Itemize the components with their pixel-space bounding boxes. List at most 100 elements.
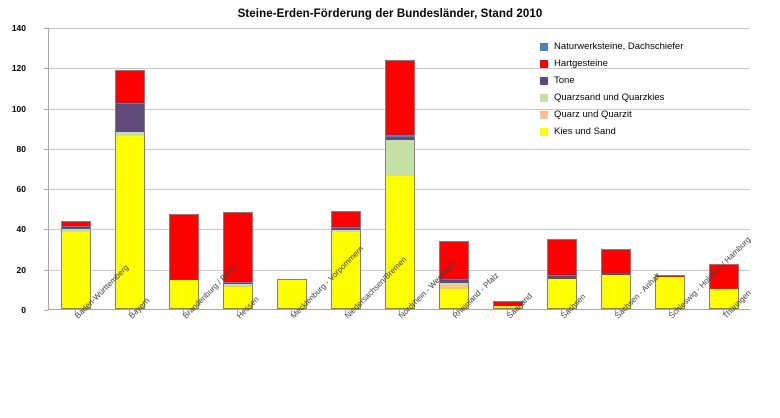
y-axis-tick-0: 0 — [21, 305, 26, 315]
bar-segment[interactable] — [331, 232, 361, 309]
bar-segment[interactable] — [385, 139, 415, 177]
y-axis-tick-mark — [44, 269, 48, 271]
x-axis-tick-mark — [615, 310, 616, 314]
bar-column[interactable] — [61, 221, 91, 309]
y-axis-tick-20: 20 — [16, 264, 26, 275]
bar-segment[interactable] — [61, 227, 91, 229]
bar-segment[interactable] — [385, 176, 415, 309]
bar-segment[interactable] — [385, 136, 415, 140]
y-axis-tick-mark — [44, 189, 48, 191]
bar-segment[interactable] — [547, 238, 577, 276]
bar-segment[interactable] — [223, 285, 253, 287]
y-axis-tick-80: 80 — [16, 143, 26, 154]
bar-column[interactable] — [547, 238, 577, 309]
bar-segment[interactable] — [277, 278, 307, 309]
legend-swatch-icon — [540, 110, 548, 119]
legend-swatch-icon — [540, 59, 548, 68]
bar-segment[interactable] — [331, 211, 361, 228]
bar-segment[interactable] — [601, 273, 631, 275]
y-axis-tick-60: 60 — [16, 184, 26, 195]
bar-segment[interactable] — [223, 282, 253, 283]
bar-segment[interactable] — [547, 278, 577, 309]
bar-segment[interactable] — [385, 60, 415, 136]
legend-label: Hartgesteine — [554, 58, 608, 69]
bar-segment[interactable] — [601, 272, 631, 274]
bar-segment[interactable] — [115, 70, 145, 103]
bar-segment[interactable] — [439, 279, 469, 280]
y-axis-tick-mark — [44, 310, 48, 311]
legend-label: Naturwerksteine, Dachschiefer — [554, 41, 684, 52]
bar-segment[interactable] — [223, 282, 253, 285]
legend-item[interactable]: Kies und Sand — [540, 123, 683, 140]
y-axis-tick-mark — [44, 148, 48, 150]
y-axis-tick-40: 40 — [16, 224, 26, 235]
bar-segment[interactable] — [115, 135, 145, 309]
x-axis-tick-mark — [291, 310, 292, 314]
bar-segment[interactable] — [547, 275, 577, 279]
x-axis-tick-mark — [723, 310, 724, 314]
legend-label: Quarzsand und Quarzkies — [554, 92, 665, 103]
bar-segment[interactable] — [115, 103, 145, 132]
bar-segment[interactable] — [223, 286, 253, 309]
y-axis-tick-mark — [44, 229, 48, 231]
bar-segment[interactable] — [385, 135, 415, 137]
legend-item[interactable]: Hartgesteine — [540, 55, 683, 72]
x-axis-tick-mark — [183, 310, 184, 314]
y-axis-tick-140: 140 — [11, 23, 26, 33]
bar-segment[interactable] — [439, 288, 469, 309]
legend-item[interactable]: Tone — [540, 72, 683, 89]
y-axis-tick-mark — [44, 68, 48, 70]
bar-segment[interactable] — [709, 263, 739, 289]
y-axis-tick-mark — [44, 28, 48, 29]
legend-item[interactable]: Quarzsand und Quarzkies — [540, 89, 683, 106]
x-axis-tick-mark — [399, 310, 400, 314]
bar-segment[interactable] — [61, 226, 91, 228]
chart-title: Steine-Erden-Förderung der Bundesländer,… — [237, 8, 543, 20]
legend-swatch-icon — [540, 76, 548, 85]
bar-segment[interactable] — [439, 285, 469, 289]
legend-label: Quarz und Quarzit — [554, 109, 632, 120]
bar-segment[interactable] — [601, 274, 631, 309]
bar-segment[interactable] — [439, 240, 469, 280]
x-axis-tick-mark — [129, 310, 130, 314]
bar-column[interactable] — [223, 212, 253, 309]
legend-swatch-icon — [540, 93, 548, 102]
bar-segment[interactable] — [655, 276, 685, 309]
y-axis-tick-120: 120 — [11, 63, 26, 74]
x-axis-tick-mark — [453, 310, 454, 314]
bar-segment[interactable] — [439, 279, 469, 283]
bar-segment[interactable] — [331, 228, 361, 231]
bar-column[interactable] — [169, 214, 199, 309]
bar-segment[interactable] — [115, 102, 145, 104]
bar-segment[interactable] — [331, 227, 361, 229]
bar-segment[interactable] — [61, 228, 91, 233]
x-axis-tick-mark — [237, 310, 238, 314]
bar-segment[interactable] — [223, 212, 253, 283]
bar-segment[interactable] — [493, 305, 523, 309]
gridline — [49, 28, 750, 29]
bar-column[interactable] — [601, 248, 631, 309]
bar-segment[interactable] — [439, 282, 469, 286]
legend-item[interactable]: Naturwerksteine, Dachschiefer — [540, 38, 683, 55]
bar-segment[interactable] — [169, 214, 199, 280]
bar-segment[interactable] — [61, 221, 91, 227]
legend-item[interactable]: Quarz und Quarzit — [540, 106, 683, 123]
x-axis-tick-mark — [345, 310, 346, 314]
bar-segment[interactable] — [493, 300, 523, 306]
bar-segment[interactable] — [601, 248, 631, 273]
bar-segment[interactable] — [169, 279, 199, 309]
legend-swatch-icon — [540, 42, 548, 51]
bar-segment[interactable] — [223, 284, 253, 286]
bar-segment[interactable] — [331, 230, 361, 233]
chart-legend: Naturwerksteine, Dachschiefer Hartgestein… — [540, 38, 683, 140]
bar-segment[interactable] — [547, 275, 577, 276]
x-axis-tick-mark — [507, 310, 508, 314]
bar-segment[interactable] — [709, 288, 739, 309]
bar-segment[interactable] — [61, 232, 91, 309]
y-axis-tick-100: 100 — [11, 103, 26, 114]
x-axis-tick-mark — [561, 310, 562, 314]
x-axis-tick-mark — [75, 310, 76, 314]
x-axis-tick-mark — [669, 310, 670, 314]
bar-segment[interactable] — [115, 131, 145, 136]
